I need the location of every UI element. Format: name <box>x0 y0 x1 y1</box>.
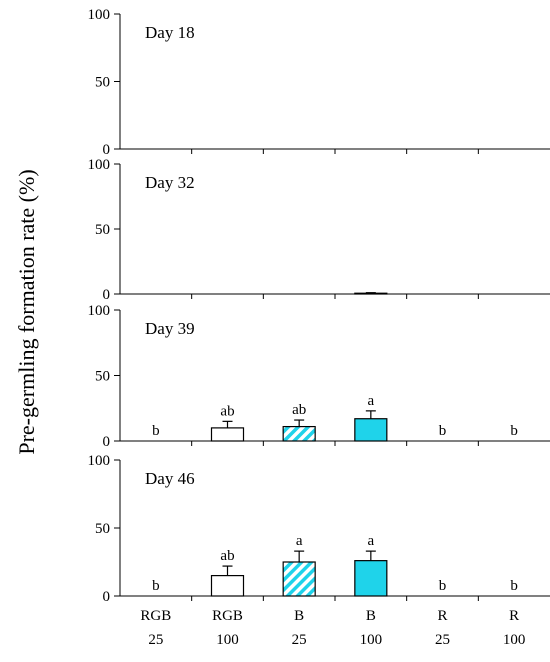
x-category-label-line1: RGB <box>212 608 243 624</box>
y-tick-label: 50 <box>95 222 110 238</box>
x-category-label-line1: R <box>437 608 447 624</box>
y-tick-label: 100 <box>88 303 111 319</box>
y-tick-label: 50 <box>95 521 110 537</box>
significance-letter: a <box>367 533 374 549</box>
panel-1: 0 50 100 Day 18 <box>88 7 550 158</box>
x-category-label-line2: 25 <box>148 632 163 648</box>
x-category-label-line1: RGB <box>140 608 171 624</box>
x-category-label-line2: 100 <box>503 632 526 648</box>
bar <box>282 561 316 597</box>
y-tick-label: 0 <box>103 142 111 158</box>
bar <box>354 418 388 442</box>
bar <box>210 427 245 442</box>
bar <box>282 425 316 442</box>
significance-letter: b <box>439 423 447 439</box>
significance-letter: a <box>367 393 374 409</box>
bar <box>354 292 388 295</box>
y-tick-label: 100 <box>88 157 111 173</box>
y-tick-label: 100 <box>88 7 111 23</box>
significance-letter: b <box>152 578 160 594</box>
panel-2: 0 50 100 Day 32 <box>88 157 550 303</box>
y-tick-label: 0 <box>103 434 111 450</box>
y-tick-label: 50 <box>95 369 110 385</box>
y-tick-label: 0 <box>103 287 111 303</box>
bar <box>354 560 388 597</box>
significance-letter: b <box>510 578 518 594</box>
x-category-label-line1: R <box>509 608 519 624</box>
x-category-label-line2: 100 <box>216 632 239 648</box>
y-axis-label: Pre-germling formation rate (%) <box>14 169 39 454</box>
x-category-label-line1: B <box>294 608 304 624</box>
significance-letter: ab <box>292 402 306 418</box>
panel-label: Day 32 <box>145 173 195 192</box>
significance-letter: b <box>152 423 160 439</box>
y-tick-label: 100 <box>88 453 111 469</box>
x-category-label-line2: 25 <box>435 632 450 648</box>
significance-letter: ab <box>220 403 234 419</box>
x-category-labels: RGB 25 RGB 100 B 25 B 100 R 25 R 100 <box>140 608 525 648</box>
y-tick-label: 0 <box>103 589 111 605</box>
x-category-label-line2: 100 <box>360 632 383 648</box>
significance-letter: ab <box>220 548 234 564</box>
significance-letter: b <box>439 578 447 594</box>
x-category-label-line1: B <box>366 608 376 624</box>
x-category-label-line2: 25 <box>292 632 307 648</box>
y-tick-label: 50 <box>95 75 110 91</box>
panel-label: Day 18 <box>145 23 195 42</box>
panel-label: Day 39 <box>145 319 195 338</box>
significance-letter: b <box>510 423 518 439</box>
bar <box>210 574 245 597</box>
significance-letter: a <box>296 533 303 549</box>
panel-label: Day 46 <box>145 469 195 488</box>
